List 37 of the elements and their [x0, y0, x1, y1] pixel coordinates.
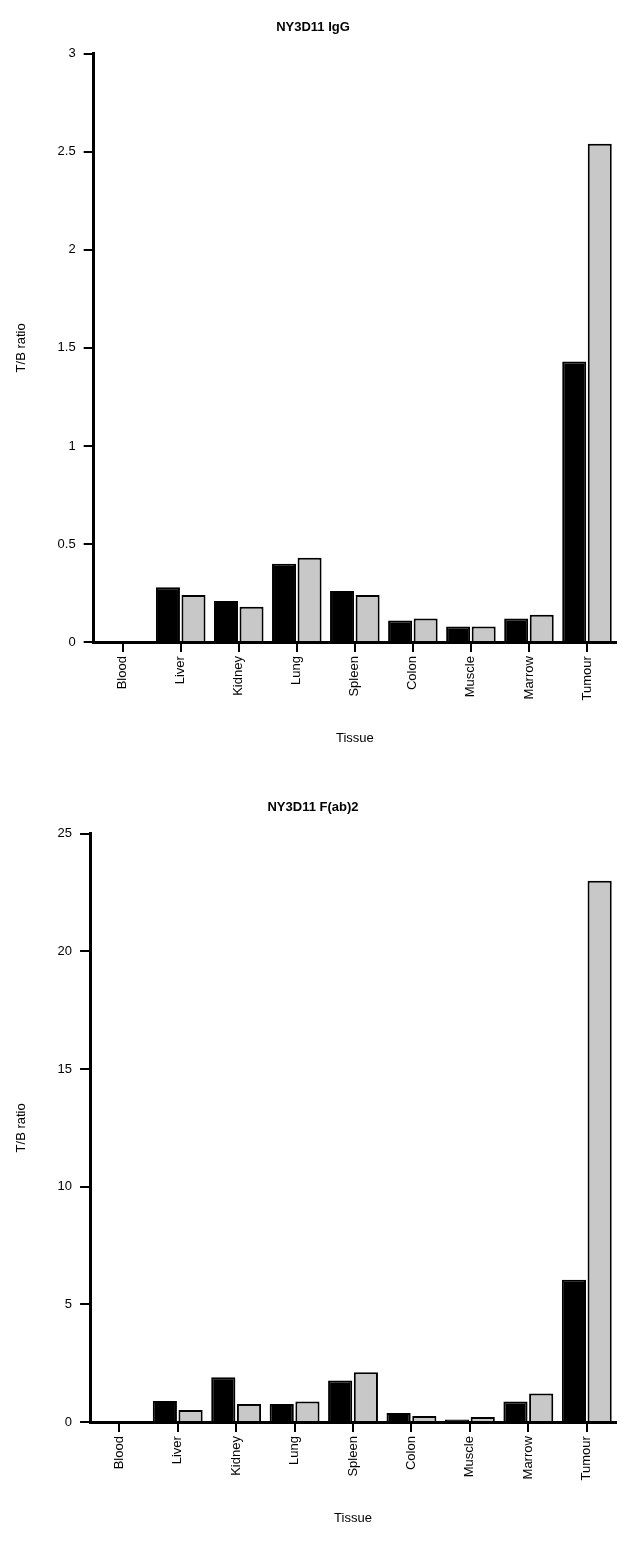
y-tick-label: 25 — [57, 825, 73, 841]
x-tick-label: Blood — [114, 656, 130, 690]
y-tick-label: 0.5 — [57, 535, 76, 551]
x-tick-label: Kidney — [230, 655, 246, 696]
x-tick-label: Spleen — [346, 656, 362, 697]
x-tick-label: Blood — [110, 1436, 126, 1470]
x-tick-label: Colon — [403, 1436, 419, 1471]
x-tick-label: Muscle — [461, 1436, 477, 1478]
x-tick-label: Tumour — [578, 655, 594, 701]
y-axis-title: T/B ratio — [13, 323, 29, 373]
x-axis-title: Tissue — [334, 1509, 372, 1525]
x-tick-label: Liver — [172, 655, 188, 685]
y-tick-label: 0 — [64, 1413, 73, 1429]
x-tick-label: Marrow — [519, 1435, 535, 1480]
x-tick-label: Lung — [288, 656, 304, 686]
x-tick-label: Lung — [286, 1436, 302, 1466]
x-axis-title: Tissue — [335, 729, 374, 745]
y-tick-label: 10 — [57, 1178, 73, 1194]
x-tick-label: Kidney — [227, 1435, 243, 1476]
x-tick-label: Muscle — [462, 656, 478, 698]
y-tick-label: 2 — [68, 241, 76, 257]
y-tick-label: 3 — [68, 45, 76, 61]
y-tick-label: 2.5 — [57, 143, 76, 159]
y-tick-label: 20 — [57, 942, 73, 958]
x-tick-label: Colon — [404, 656, 420, 691]
y-tick-label: 5 — [64, 1295, 73, 1311]
y-axis-title: T/B ratio — [13, 1103, 29, 1153]
x-tick-label: Tumour — [578, 1435, 594, 1481]
y-tick-label: 0 — [68, 633, 76, 649]
chart-title: NY3D11 F(ab)2 — [267, 799, 359, 815]
chart-title: NY3D11 IgG — [276, 19, 350, 35]
y-tick-label: 1 — [68, 437, 76, 453]
x-tick-label: Marrow — [520, 655, 536, 700]
y-tick-label: 15 — [57, 1060, 73, 1076]
x-tick-label: Spleen — [344, 1436, 360, 1477]
y-tick-label: 1.5 — [57, 339, 76, 355]
x-tick-label: Liver — [169, 1435, 185, 1465]
